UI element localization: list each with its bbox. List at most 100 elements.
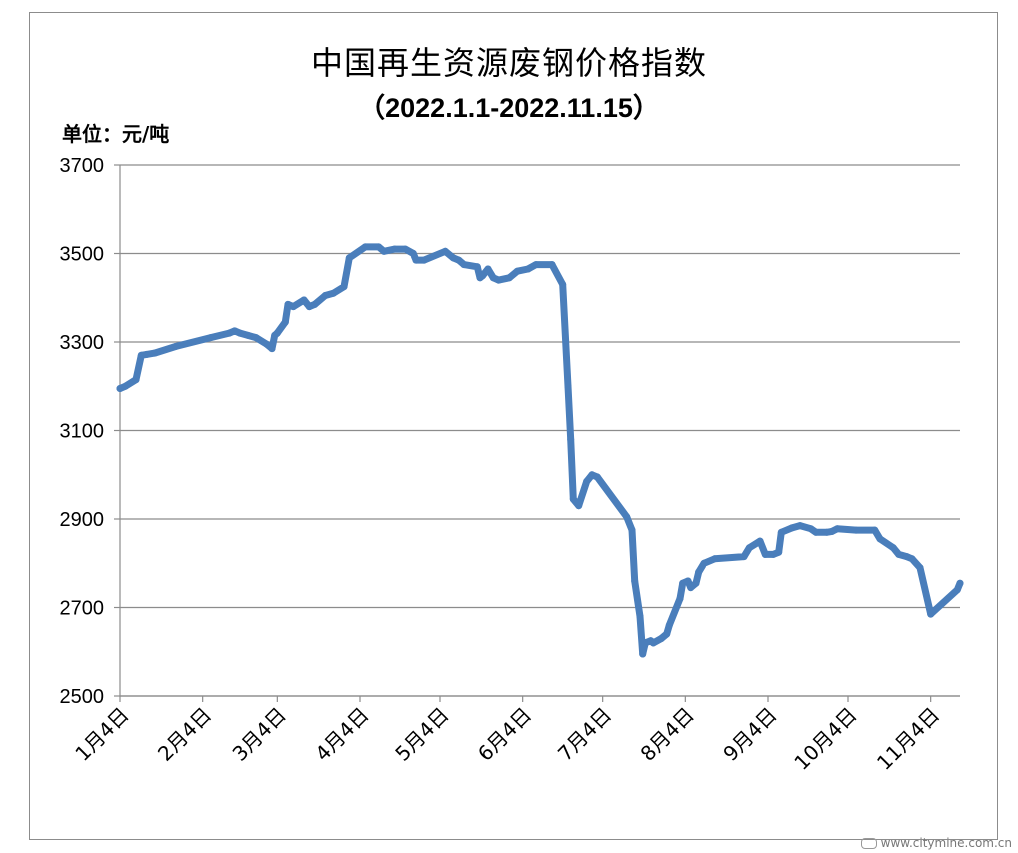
data-point xyxy=(676,595,684,603)
data-point xyxy=(412,256,420,264)
data-point xyxy=(252,334,260,342)
data-point xyxy=(380,247,388,255)
data-point xyxy=(273,329,281,337)
data-point xyxy=(132,376,140,384)
series-layer xyxy=(116,243,964,658)
data-point xyxy=(564,382,572,390)
data-point xyxy=(268,345,276,353)
data-point xyxy=(479,272,487,280)
data-point xyxy=(588,471,596,479)
unit-label: 单位：元/吨 xyxy=(62,122,170,146)
data-point xyxy=(441,247,449,255)
y-tick-label: 2900 xyxy=(60,509,105,531)
data-point xyxy=(289,303,297,311)
data-point xyxy=(828,527,836,535)
data-point xyxy=(473,263,481,271)
data-point xyxy=(460,261,468,269)
data-point xyxy=(567,435,575,443)
data-point xyxy=(137,351,145,359)
y-tick-label: 2700 xyxy=(60,598,105,620)
y-tick-label: 3700 xyxy=(60,155,105,177)
data-point xyxy=(244,331,252,339)
data-point xyxy=(548,261,556,269)
data-point xyxy=(172,342,180,350)
data-point xyxy=(889,544,897,552)
data-point xyxy=(740,553,748,561)
data-point xyxy=(284,300,292,308)
data-point xyxy=(745,544,753,552)
data-point xyxy=(761,550,769,558)
chart-subtitle: （2022.1.1-2022.11.15） xyxy=(358,93,660,123)
data-point xyxy=(916,564,924,572)
watermark-logo-icon xyxy=(860,838,877,849)
data-point xyxy=(151,349,159,357)
data-point xyxy=(489,274,497,282)
data-point xyxy=(953,586,961,594)
x-tick-label: 1月4日 xyxy=(70,703,133,766)
chart-frame xyxy=(29,12,998,840)
data-point xyxy=(420,256,428,264)
chart-title: 中国再生资源废钢价格指数 xyxy=(310,44,707,82)
data-point xyxy=(361,243,369,251)
x-tick-label: 6月4日 xyxy=(473,703,536,766)
data-point xyxy=(143,350,151,358)
data-point xyxy=(777,528,785,536)
data-point xyxy=(225,329,233,337)
x-tick-label: 2月4日 xyxy=(153,703,216,766)
data-point xyxy=(409,250,417,257)
data-point xyxy=(639,650,647,658)
data-point xyxy=(641,639,649,647)
data-point xyxy=(756,537,764,545)
data-point xyxy=(524,265,532,273)
data-point xyxy=(345,254,353,262)
data-point xyxy=(569,495,577,503)
data-point xyxy=(908,555,916,563)
data-point xyxy=(684,577,692,585)
data-point xyxy=(321,292,329,299)
x-tick-label: 7月4日 xyxy=(553,703,616,766)
data-point xyxy=(391,245,399,253)
data-point xyxy=(665,621,673,629)
data-point xyxy=(871,526,879,534)
data-point xyxy=(823,528,831,536)
data-point xyxy=(631,577,639,585)
data-point xyxy=(311,300,319,308)
data-point xyxy=(116,385,124,392)
data-point xyxy=(788,524,796,532)
data-point xyxy=(583,477,591,485)
y-tick-label: 3300 xyxy=(60,332,105,354)
data-point xyxy=(657,635,665,642)
data-point xyxy=(852,526,860,534)
data-point xyxy=(687,584,695,592)
data-point xyxy=(692,579,700,587)
y-tick-label: 3100 xyxy=(60,421,105,443)
data-point xyxy=(281,318,289,326)
axes xyxy=(114,164,960,702)
data-point xyxy=(903,553,911,561)
data-point xyxy=(628,526,636,534)
data-point xyxy=(329,289,337,297)
data-point xyxy=(484,265,492,273)
data-point xyxy=(796,522,804,530)
data-point xyxy=(812,528,820,536)
data-point xyxy=(769,550,777,558)
data-point xyxy=(833,525,841,533)
data-point xyxy=(340,283,348,291)
watermark-text: www.citymine.com.cn xyxy=(880,836,1012,850)
data-point xyxy=(575,502,583,510)
data-point xyxy=(679,579,687,587)
data-point xyxy=(121,382,129,390)
data-point xyxy=(300,296,308,304)
data-point xyxy=(305,303,313,311)
data-point xyxy=(636,612,644,620)
x-tick-label: 9月4日 xyxy=(718,703,781,766)
data-point xyxy=(623,513,631,521)
data-point xyxy=(401,245,409,253)
data-point xyxy=(505,274,513,282)
x-tick-labels: 1月4日 2月4日 3月4日 4月4日 5月4日 6月4日 7月4日 8月4日 9月4日 10月4… xyxy=(70,703,944,775)
x-tick-label: 3月4日 xyxy=(228,703,291,766)
data-point xyxy=(593,473,601,481)
data-point xyxy=(895,550,903,558)
data-point xyxy=(449,254,457,262)
